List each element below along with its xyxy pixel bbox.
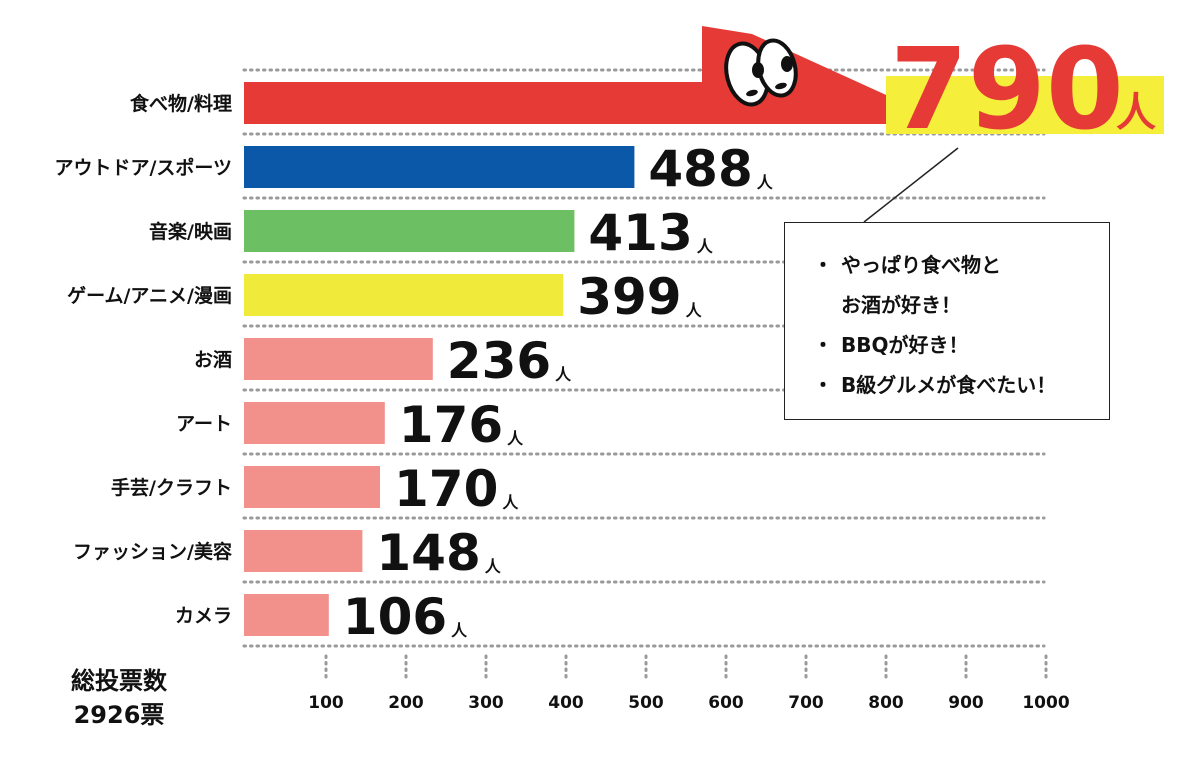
x-tick-label: 1000 xyxy=(1022,693,1069,713)
category-labels: 食べ物/料理アウトドア/スポーツ音楽/映画ゲーム/アニメ/漫画お酒アート手芸/ク… xyxy=(54,92,232,627)
value-unit: 人 xyxy=(555,365,572,384)
bullet-mark: ・ xyxy=(813,333,833,357)
value-highlight xyxy=(886,76,1164,134)
comment-text: B級グルメが食べたい！ xyxy=(841,373,1057,397)
value-label: 106 xyxy=(343,588,447,646)
comment-text: BBQが好き！ xyxy=(841,333,969,357)
value-unit: 人 xyxy=(686,301,703,320)
bullet-mark: ・ xyxy=(813,373,833,397)
x-tick-label: 600 xyxy=(708,693,744,713)
bullet-mark: ・ xyxy=(813,253,833,277)
comment-line: ・ BBQが好き！ xyxy=(813,325,1109,365)
bar xyxy=(244,466,380,508)
x-tick-label: 500 xyxy=(628,693,664,713)
bar xyxy=(244,402,385,444)
value-unit: 人 xyxy=(1116,90,1156,136)
value-unit: 人 xyxy=(757,173,774,192)
comment-line: お酒が好き！ xyxy=(813,285,1109,325)
category-label: 食べ物/料理 xyxy=(130,92,232,115)
decoration xyxy=(724,38,959,223)
total-votes-value: 2926票 xyxy=(73,701,165,729)
bar xyxy=(244,530,363,572)
bar xyxy=(244,210,575,252)
bar xyxy=(244,338,433,380)
category-label: アート xyxy=(176,413,232,435)
bar xyxy=(244,274,564,316)
bar xyxy=(244,146,635,188)
bars xyxy=(244,26,950,636)
value-unit: 人 xyxy=(697,237,714,256)
category-label: 音楽/映画 xyxy=(149,220,232,243)
value-label: 148 xyxy=(376,524,480,582)
x-tick-label: 200 xyxy=(388,693,424,713)
comment-text: お酒が好き！ xyxy=(841,293,961,317)
total-votes: 総投票数 2926票 xyxy=(44,664,194,732)
value-unit: 人 xyxy=(502,493,519,512)
callout-connector xyxy=(863,147,959,223)
category-label: アウトドア/スポーツ xyxy=(54,156,232,179)
x-tick-label: 100 xyxy=(308,693,344,713)
value-label: 413 xyxy=(588,204,692,262)
category-label: 手芸/クラフト xyxy=(111,476,232,499)
category-label: ゲーム/アニメ/漫画 xyxy=(67,285,232,307)
value-label: 176 xyxy=(399,396,503,454)
x-tick-label: 700 xyxy=(788,693,824,713)
value-unit: 人 xyxy=(451,621,468,640)
value-label: 790 xyxy=(890,25,1124,155)
value-label: 488 xyxy=(648,140,752,198)
comment-line: ・ B級グルメが食べたい！ xyxy=(813,365,1109,405)
category-label: カメラ xyxy=(175,605,232,627)
vertical-tick-lines xyxy=(324,654,1048,682)
value-unit: 人 xyxy=(507,429,524,448)
bar xyxy=(244,26,950,124)
comment-text: やっぱり食べ物と xyxy=(841,253,1001,277)
bar xyxy=(244,594,329,636)
x-tick-label: 900 xyxy=(948,693,984,713)
x-tick-labels: 100 200 300 400 500 600 700 800 900 1000 xyxy=(308,693,1070,713)
cartoon-eyes-icon xyxy=(724,38,798,107)
category-label: お酒 xyxy=(194,349,232,371)
comment-box: ・やっぱり食べ物と お酒が好き！ ・ BBQが好き！ ・ B級グルメが食べたい！ xyxy=(784,222,1110,420)
x-tick-label: 400 xyxy=(548,693,584,713)
total-votes-label: 総投票数 xyxy=(71,667,167,695)
comment-line: ・やっぱり食べ物と xyxy=(813,245,1109,285)
value-label: 236 xyxy=(447,332,551,390)
value-label: 399 xyxy=(577,268,681,326)
value-unit: 人 xyxy=(485,557,502,576)
value-label: 170 xyxy=(394,460,498,518)
x-tick-label: 800 xyxy=(868,693,904,713)
x-tick-label: 300 xyxy=(468,693,504,713)
category-label: ファッション/美容 xyxy=(73,540,232,563)
